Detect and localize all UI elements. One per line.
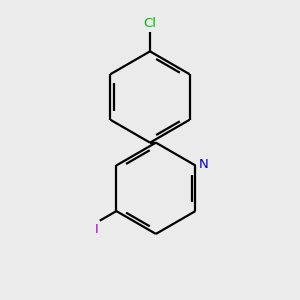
Text: Cl: Cl xyxy=(143,17,157,30)
Text: I: I xyxy=(94,223,98,236)
Text: N: N xyxy=(199,158,209,171)
